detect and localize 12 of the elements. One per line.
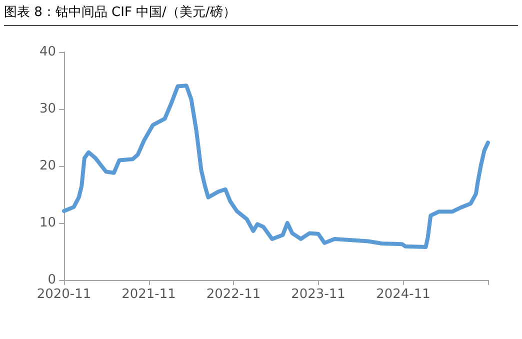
chart-title: 图表 8：钴中间品 CIF 中国/（美元/磅）: [4, 3, 518, 26]
line-series: [62, 84, 490, 249]
y-tick-label: 20: [39, 158, 56, 174]
x-tick-label: 2020-11: [36, 287, 92, 302]
y-tick-label: 0: [48, 272, 56, 288]
x-tick-label: 2024-11: [376, 287, 430, 302]
x-tick-label: 2023-11: [291, 287, 346, 302]
x-tick-label: 2021-11: [122, 287, 176, 302]
x-tick-label: 2022-11: [206, 287, 261, 302]
y-tick-label: 30: [39, 102, 56, 116]
y-tick-label: 40: [39, 44, 56, 60]
y-tick-label: 10: [39, 216, 56, 230]
